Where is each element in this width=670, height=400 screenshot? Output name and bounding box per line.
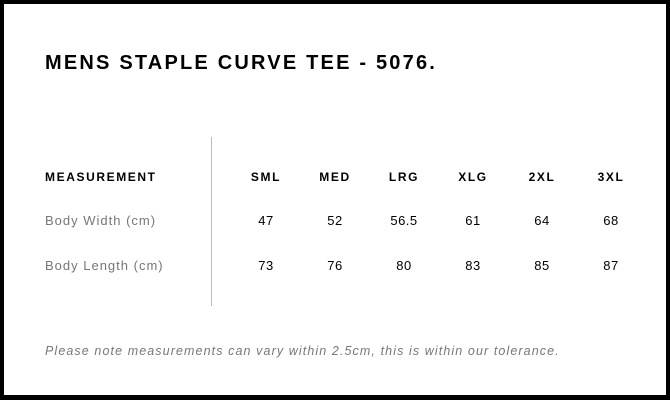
size-header-lrg: LRG bbox=[388, 170, 420, 184]
table-cell: 76 bbox=[327, 258, 343, 273]
size-header-sml: SML bbox=[250, 170, 282, 184]
size-header-2xl: 2XL bbox=[528, 170, 556, 184]
table-cell: 61 bbox=[465, 213, 481, 228]
row-label: Body Width (cm) bbox=[45, 213, 157, 228]
row-label: Body Length (cm) bbox=[45, 258, 164, 273]
table-cell: 68 bbox=[603, 213, 619, 228]
size-chart-card: MENS STAPLE CURVE TEE - 5076. MEASUREMEN… bbox=[4, 4, 666, 395]
table-cell: 83 bbox=[465, 258, 481, 273]
table-cell: 87 bbox=[603, 258, 619, 273]
tolerance-note: Please note measurements can vary within… bbox=[45, 344, 560, 358]
page-title: MENS STAPLE CURVE TEE - 5076. bbox=[45, 52, 438, 74]
table-cell: 64 bbox=[534, 213, 550, 228]
table-cell: 73 bbox=[258, 258, 274, 273]
size-header-xlg: XLG bbox=[458, 170, 488, 184]
table-cell: 52 bbox=[327, 213, 343, 228]
table-cell: 56.5 bbox=[390, 213, 418, 228]
size-header-med: MED bbox=[319, 170, 351, 184]
measurement-header: MEASUREMENT bbox=[45, 170, 157, 184]
table-cell: 80 bbox=[396, 258, 412, 273]
size-header-3xl: 3XL bbox=[597, 170, 625, 184]
table-cell: 85 bbox=[534, 258, 550, 273]
column-divider bbox=[211, 137, 212, 306]
table-cell: 47 bbox=[258, 213, 274, 228]
